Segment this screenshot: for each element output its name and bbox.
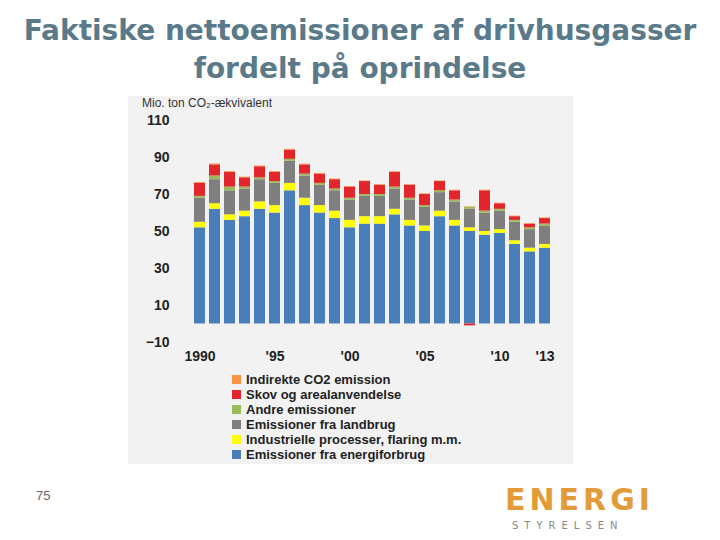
html-text:Skov og arealanvendelse: Skov og arealanvendelse (246, 387, 402, 402)
svg-text:'00: '00 (341, 348, 360, 364)
html-text:Emissioner fra landbrug: Emissioner fra landbrug (246, 417, 396, 432)
svg-text:−10: −10 (146, 334, 170, 350)
html-text:Mio. ton CO₂-ækvivalent: Mio. ton CO₂-ækvivalent (142, 96, 272, 110)
svg-text:'13: '13 (536, 348, 555, 364)
html-text:Indirekte CO2 emission: Indirekte CO2 emission (246, 372, 391, 387)
html-text:ENERGI: ENERGI (505, 482, 654, 517)
svg-text:'05: '05 (416, 348, 435, 364)
svg-text:10: 10 (154, 297, 170, 313)
svg-text:70: 70 (154, 186, 170, 202)
html-text:Industrielle processer, flarin: Industrielle processer, flaring m.m. (246, 432, 462, 447)
svg-text:1990: 1990 (184, 348, 215, 364)
html-text:STYRELSEN: STYRELSEN (512, 520, 624, 531)
html-text:Andre emissioner: Andre emissioner (246, 402, 356, 417)
svg-text:90: 90 (154, 149, 170, 165)
html-text:Faktiske nettoemissioner af dr: Faktiske nettoemissioner af drivhusgasse… (23, 14, 697, 85)
html-text:Emissioner fra energiforbrug: Emissioner fra energiforbrug (246, 447, 426, 462)
svg-text:110: 110 (147, 112, 170, 128)
svg-text:50: 50 (154, 223, 170, 239)
html-text:75: 75 (36, 488, 51, 503)
svg-text:30: 30 (154, 260, 170, 276)
svg-text:'95: '95 (266, 348, 285, 364)
svg-text:'10: '10 (491, 348, 510, 364)
